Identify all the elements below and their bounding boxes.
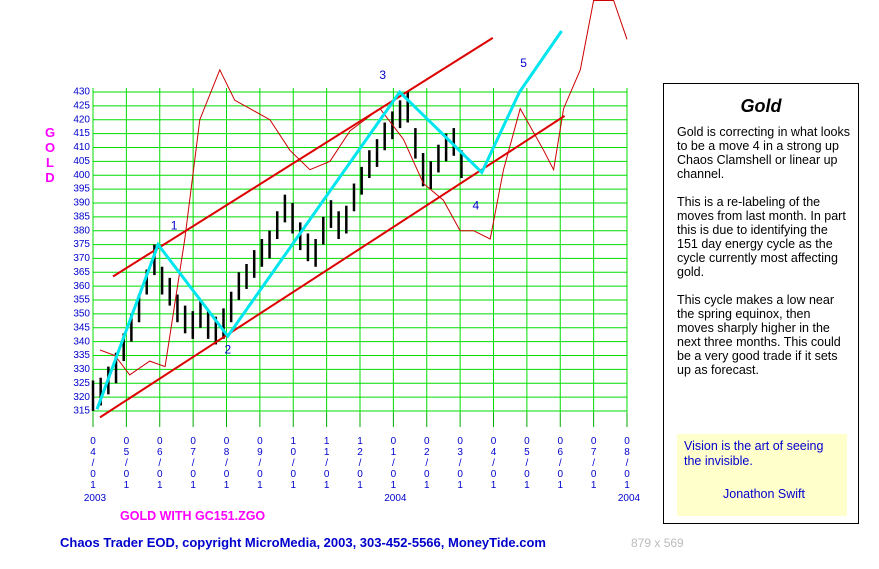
y-tick-label: 410 [73,142,90,153]
x-tick-label: 07/01 [588,436,599,491]
wave-label: 4 [472,199,479,213]
y-tick-label: 350 [73,309,90,320]
x-tick-label: 07/01 [188,436,199,491]
y-tick-label: 325 [73,378,90,389]
paragraph: This is a re-labeling of the moves from … [677,195,846,279]
x-tick-label: 11/01 [321,436,332,491]
x-tick-label: 04/01 [88,436,99,491]
y-tick-label: 345 [73,322,90,333]
x-tick-label: 06/01 [555,436,566,491]
y-tick-label: 320 [73,392,90,403]
panel-title: Gold [740,96,782,116]
wave-label: 3 [379,68,386,82]
quote-box: Vision is the art of seeing the invisibl… [677,434,847,516]
x-tick-label: 01/01 [388,436,399,491]
overlay-line [99,0,628,376]
wave-label: 1 [171,219,178,233]
wave-label: 2 [224,342,231,356]
x-tick-label: 04/01 [488,436,499,491]
y-tick-label: 380 [73,225,90,236]
y-tick-label: 400 [73,170,90,181]
y-tick-label: 315 [73,406,90,417]
quote: Vision is the art of seeing the invisibl… [684,439,824,468]
size-label: 879 x 569 [631,536,684,550]
y-tick-label: 330 [73,364,90,375]
commentary-panel: Gold Gold is correcting in what looks to… [663,83,859,524]
y-tick-label: 390 [73,198,90,209]
x-tick-label: 05/01 [121,436,132,491]
overlay-line [99,115,566,419]
overlay-line [112,37,494,278]
year-label: 2004 [384,493,407,504]
y-tick-label: 405 [73,156,90,167]
x-tick-label: 12/01 [355,436,366,491]
y-tick-label: 370 [73,253,90,264]
y-tick-label: 360 [73,281,90,292]
y-tick-label: 340 [73,336,90,347]
year-label: 2004 [618,493,640,504]
x-tick-label: 05/01 [521,436,532,491]
paragraph: This cycle makes a low near the spring e… [677,293,841,377]
year-label: 2003 [84,493,107,504]
wave-label: 5 [520,56,527,70]
x-tick-label: 09/01 [254,436,265,491]
y-tick-label: 415 [73,128,90,139]
paragraph: Gold is correcting in what looks to be a… [677,125,850,181]
y-tick-label: 430 [73,87,90,98]
x-tick-label: 06/01 [154,436,165,491]
y-tick-label: 425 [73,101,90,112]
chart: GOLD 31532032533033534034535035536036537… [43,0,640,504]
y-axis-label: GOLD [43,125,58,185]
x-tick-label: 02/01 [421,436,432,491]
x-tick-label: 10/01 [288,436,299,491]
x-tick-label: 08/01 [221,436,232,491]
x-tick-label: 03/01 [455,436,466,491]
y-tick-label: 365 [73,267,90,278]
y-tick-label: 335 [73,350,90,361]
y-tick-label: 395 [73,184,90,195]
y-tick-label: 355 [73,295,90,306]
copyright: Chaos Trader EOD, copyright MicroMedia, … [60,535,546,550]
indicator-label: GOLD WITH GC151.ZGO [120,509,266,523]
y-tick-label: 420 [73,114,90,125]
x-tick-label: 08/01 [622,436,633,491]
y-tick-label: 375 [73,239,90,250]
y-tick-label: 385 [73,211,90,222]
quote-author: Jonathon Swift [723,487,805,501]
overlay-line [95,30,563,410]
